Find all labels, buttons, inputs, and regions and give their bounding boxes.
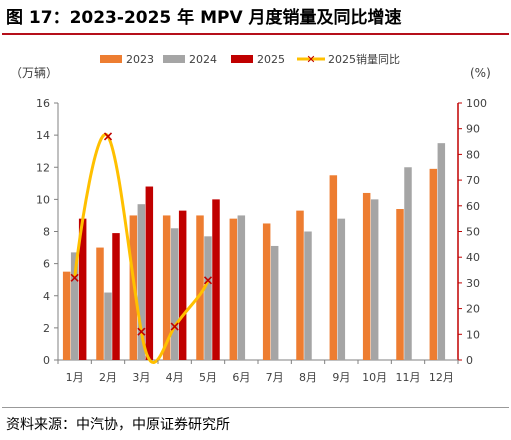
yoy-marker [170, 322, 179, 331]
right-tick-label: 70 [466, 174, 480, 187]
x-tick-label: 8月 [299, 371, 317, 384]
right-tick-label: 30 [466, 277, 480, 290]
legend-label-2023: 2023 [126, 53, 154, 66]
right-tick-label: 10 [466, 328, 480, 341]
legend-label-2025: 2025 [257, 53, 285, 66]
bar-2023-9 [329, 175, 338, 360]
bar-2025-3 [145, 186, 154, 360]
bar-2024-10 [370, 199, 379, 360]
right-tick-label: 90 [466, 123, 480, 136]
legend-swatch-2023 [100, 55, 122, 63]
legend-label-yoy: 2025销量同比 [328, 52, 400, 66]
x-tick-label: 10月 [362, 371, 387, 384]
bar-2024-5 [204, 236, 212, 360]
left-tick-label: 16 [36, 97, 50, 110]
left-tick-label: 14 [36, 129, 50, 142]
right-tick-label: 100 [466, 97, 487, 110]
bar-2023-7 [262, 223, 271, 360]
right-tick-label: 80 [466, 148, 480, 161]
left-tick-label: 10 [36, 193, 50, 206]
yoy-marker [203, 276, 213, 285]
legend-swatch-2025 [231, 55, 253, 63]
left-tick-label: 2 [43, 322, 50, 335]
bar-2023-12 [429, 168, 438, 360]
yoy-marker [70, 273, 79, 282]
bar-2024-11 [404, 167, 412, 360]
x-tick-label: 6月 [232, 371, 250, 384]
bar-2023-11 [396, 209, 404, 360]
bar-2025-5 [212, 199, 220, 360]
legend-swatch-2024 [163, 55, 185, 63]
bar-2023-10 [362, 192, 371, 360]
bar-2024-4 [170, 228, 179, 360]
bar-2024-1 [70, 252, 79, 360]
right-tick-label: 60 [466, 200, 480, 213]
bar-2024-7 [270, 245, 279, 360]
bar-2023-6 [229, 218, 238, 360]
bar-2025-2 [112, 233, 120, 360]
source-rule [2, 407, 509, 408]
yoy-line-series [70, 132, 213, 364]
right-tick-label: 50 [466, 226, 480, 239]
x-tick-label: 4月 [166, 371, 184, 384]
legend: 2023 2024 2025 ✕ 2025销量同比 [100, 52, 400, 66]
bar-2023-4 [162, 215, 171, 360]
right-tick-label: 40 [466, 251, 480, 264]
x-tick-label: 7月 [266, 371, 284, 384]
bar-2024-6 [237, 215, 246, 360]
figure-title: 图 17：2023-2025 年 MPV 月度销量及同比增速 [6, 8, 402, 28]
legend-line-marker: ✕ [306, 53, 315, 66]
left-tick-label: 0 [43, 354, 50, 367]
bar-2023-8 [296, 210, 304, 360]
bar-2024-8 [304, 231, 312, 360]
bars [62, 143, 446, 360]
bar-2023-5 [196, 215, 204, 360]
x-tick-label: 3月 [132, 371, 150, 384]
x-tick-label: 9月 [332, 371, 350, 384]
title-rule [2, 33, 509, 35]
bar-2023-2 [96, 247, 104, 360]
bar-2023-1 [62, 271, 71, 360]
left-tick-label: 4 [43, 290, 50, 303]
left-axis-unit: （万辆） [10, 66, 58, 80]
yoy-marker [103, 132, 113, 141]
left-tick-label: 6 [43, 258, 50, 271]
x-tick-label: 5月 [199, 371, 217, 384]
right-tick-label: 20 [466, 303, 480, 316]
left-tick-label: 8 [43, 226, 50, 239]
x-tick-label: 2月 [99, 371, 117, 384]
bar-2024-9 [337, 218, 346, 360]
legend-label-2024: 2024 [189, 53, 217, 66]
left-tick-label: 12 [36, 161, 50, 174]
x-tick-label: 12月 [429, 371, 454, 384]
x-tick-label: 11月 [396, 371, 421, 384]
bar-2024-2 [104, 292, 112, 360]
bar-2024-12 [437, 143, 446, 360]
bar-2025-4 [178, 210, 187, 360]
x-axis-labels: 1月 2月 3月 4月 5月 6月 7月 8月 9月 10月 11月 12月 [57, 360, 459, 384]
x-tick-label: 1月 [66, 371, 84, 384]
source-note: 资料来源：中汽协，中原证券研究所 [6, 417, 230, 433]
right-axis-unit: (%) [470, 66, 491, 80]
bar-2024-3 [137, 204, 146, 360]
right-tick-label: 0 [466, 354, 473, 367]
bar-2025-1 [78, 218, 87, 360]
yoy-marker [137, 327, 146, 336]
